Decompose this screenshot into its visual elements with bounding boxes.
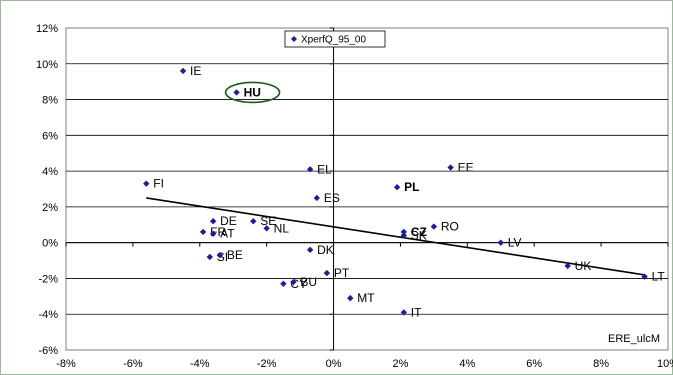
data-point-marker: [306, 246, 314, 254]
data-point-label: SI: [217, 250, 228, 264]
data-point-label: CZ: [411, 225, 427, 239]
data-point-marker: [306, 166, 314, 173]
data-point-marker: [347, 294, 354, 302]
data-point-marker: [250, 218, 257, 225]
data-point-marker: [290, 278, 297, 286]
legend-marker: [291, 36, 297, 42]
y-tick-label: 4%: [42, 166, 58, 178]
data-point-marker: [393, 184, 401, 191]
data-point-marker: [447, 164, 454, 171]
data-point-marker: [430, 223, 438, 230]
data-point-marker: [280, 280, 287, 288]
data-point-marker: [179, 67, 187, 75]
data-point-marker: [313, 194, 321, 202]
y-tick-label: 12%: [36, 23, 58, 35]
x-tick-label: 10%: [657, 358, 673, 370]
legend-label: XperfQ_95_00: [301, 35, 366, 46]
data-point-marker: [209, 218, 217, 225]
y-tick-label: 6%: [42, 130, 58, 142]
data-point-marker: [497, 239, 504, 246]
x-tick-label: -4%: [190, 358, 210, 370]
y-tick-label: 2%: [42, 202, 58, 214]
data-point-marker: [400, 232, 407, 239]
x-tick-label: 8%: [593, 358, 609, 370]
y-tick-label: 8%: [42, 95, 58, 107]
data-point-label: LT: [652, 270, 666, 284]
plot-area: [65, 27, 669, 351]
data-point-marker: [400, 309, 407, 316]
data-point-label: BU: [300, 275, 317, 289]
x-tick-label: 6%: [526, 358, 542, 370]
data-point-label: LV: [508, 236, 522, 250]
data-point-marker: [233, 89, 240, 96]
data-point-marker: [564, 262, 571, 270]
data-point-label: EE: [458, 161, 474, 175]
x-tick-label: 0%: [326, 358, 342, 370]
y-tick-label: 10%: [36, 59, 58, 71]
data-point-marker: [143, 180, 150, 187]
data-point-label: PT: [334, 266, 350, 280]
data-point-marker: [263, 225, 270, 232]
trend-line: [146, 197, 645, 276]
legend: XperfQ_95_00: [284, 30, 386, 48]
data-point-label: ES: [324, 191, 340, 205]
data-point-label: MT: [357, 291, 375, 305]
data-point-label: IT: [411, 305, 422, 319]
x-axis-title: ERE_ulcM: [608, 333, 660, 345]
x-tick-label: -2%: [257, 358, 277, 370]
data-point-label: DE: [220, 214, 237, 228]
data-point-marker: [199, 228, 207, 236]
x-tick-label: 4%: [459, 358, 475, 370]
data-point-label: HU: [244, 85, 261, 99]
y-tick-label: 0%: [42, 238, 58, 250]
data-point-marker: [323, 269, 331, 277]
legend-box: [284, 30, 386, 48]
data-point-label: NL: [274, 221, 290, 235]
data-point-label: AT: [220, 227, 235, 241]
data-point-label: RO: [441, 220, 459, 234]
x-tick-label: 2%: [392, 358, 408, 370]
data-point-marker: [216, 251, 224, 259]
y-tick-label: -4%: [38, 309, 58, 321]
data-point-label: BE: [227, 248, 243, 262]
data-point-marker: [641, 273, 648, 280]
data-point-marker: [209, 230, 217, 237]
data-point-marker: [206, 253, 214, 261]
data-point-label: DK: [317, 243, 334, 257]
data-point-label: PL: [404, 180, 419, 194]
x-tick-label: -8%: [56, 358, 76, 370]
data-point-label: FI: [153, 177, 164, 191]
y-tick-label: -6%: [38, 345, 58, 357]
data-point-label: IE: [190, 64, 201, 78]
data-point-label: UK: [575, 259, 592, 273]
data-point-label: EL: [317, 162, 332, 176]
data-point-label: SE: [260, 214, 276, 228]
data-point-marker: [400, 228, 407, 236]
y-tick-label: -2%: [38, 273, 58, 285]
data-point-label: SK: [411, 229, 427, 243]
highlight-ellipse: [224, 81, 281, 104]
x-tick-label: -6%: [123, 358, 143, 370]
